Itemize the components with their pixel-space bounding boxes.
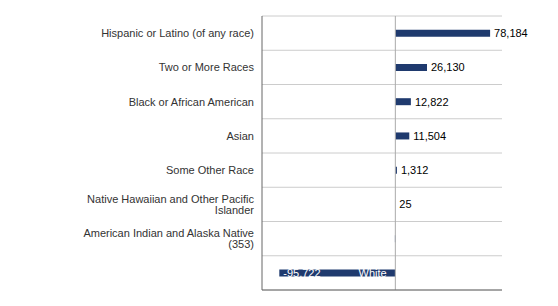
svg-text:25: 25	[399, 198, 411, 210]
svg-text:1,312: 1,312	[401, 164, 429, 176]
svg-text:Some Other Race: Some Other Race	[166, 164, 254, 176]
svg-text:Hispanic or Latino (of any rac: Hispanic or Latino (of any race)	[101, 27, 254, 39]
svg-text:Two or More Races: Two or More Races	[159, 61, 255, 73]
svg-text:12,822: 12,822	[415, 96, 449, 108]
svg-text:26,130: 26,130	[431, 61, 465, 73]
svg-text:White: White	[359, 267, 387, 279]
svg-text:Native Hawaiian and Other Paci: Native Hawaiian and Other PacificIslande…	[87, 193, 254, 216]
svg-text:-95,722: -95,722	[283, 267, 320, 279]
svg-text:Black or African American: Black or African American	[129, 96, 254, 108]
svg-text:Asian: Asian	[226, 130, 254, 142]
svg-text:American Indian and Alaska Nat: American Indian and Alaska Native(353)	[83, 227, 254, 250]
svg-text:78,184: 78,184	[494, 27, 528, 39]
svg-text:11,504: 11,504	[413, 130, 446, 142]
